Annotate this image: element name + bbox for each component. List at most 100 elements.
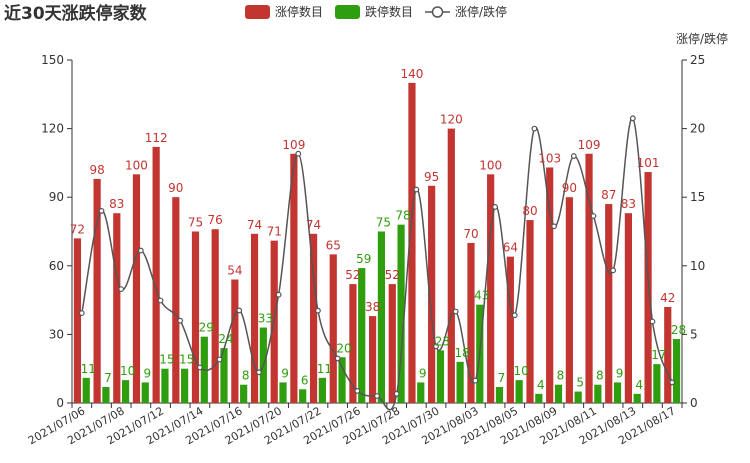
- data-label-limit-down: 11: [81, 362, 96, 376]
- bar-limit-down: [613, 382, 622, 403]
- data-label-limit-down: 24: [218, 332, 233, 346]
- ratio-line-point: [275, 291, 282, 298]
- y-right-tick-label: 5: [690, 327, 698, 341]
- ratio-line-point: [551, 223, 557, 230]
- ratio-line-point: [629, 115, 636, 122]
- bar-limit-down: [574, 391, 582, 403]
- bar-limit-down: [141, 382, 149, 403]
- ratio-line-point: [610, 267, 617, 274]
- data-label-limit-down: 7: [498, 371, 506, 385]
- data-label-limit-down: 15: [179, 353, 194, 367]
- data-label-limit-down: 10: [514, 364, 529, 378]
- bar-limit-up: [644, 172, 652, 403]
- data-label-limit-down: 15: [159, 353, 174, 367]
- ratio-line: [78, 115, 676, 411]
- ratio-line-point: [413, 186, 420, 193]
- legend-item[interactable]: 涨停数目: [245, 4, 323, 19]
- data-label-limit-down: 17: [651, 348, 666, 362]
- bar-limit-up: [152, 146, 160, 404]
- ratio-line-point: [216, 356, 223, 363]
- ratio-line-point: [669, 379, 676, 386]
- bar-limit-up: [546, 167, 554, 403]
- legend-label: 跌停数目: [365, 4, 413, 19]
- data-label-limit-up: 90: [168, 181, 183, 195]
- bar-limit-down: [279, 382, 287, 403]
- bar-limit-up: [506, 256, 514, 403]
- bar-limit-up: [113, 213, 121, 403]
- data-label-limit-down: 7: [104, 371, 112, 385]
- bar-limit-down: [417, 382, 425, 403]
- ratio-line-point: [393, 390, 400, 397]
- data-label-limit-down: 23: [435, 334, 450, 348]
- bar-limit-up: [388, 284, 396, 403]
- bar-limit-down: [318, 377, 326, 403]
- bar-limit-down: [495, 386, 504, 403]
- data-label-limit-up: 103: [538, 151, 561, 165]
- ratio-line-point: [295, 150, 302, 157]
- bar-limit-down: [653, 364, 661, 403]
- data-label-limit-down: 9: [281, 366, 289, 380]
- bar-limit-up: [487, 174, 495, 403]
- legend-label: 涨停/跌停: [455, 4, 507, 19]
- bar-limit-up: [93, 178, 101, 403]
- data-label-limit-down: 5: [576, 376, 584, 390]
- data-label-limit-up: 52: [385, 268, 400, 282]
- bar-limit-down: [377, 231, 385, 403]
- ratio-line-point: [452, 308, 459, 315]
- data-label-limit-up: 80: [522, 204, 537, 218]
- bar-limit-up: [73, 238, 82, 403]
- bar-limit-down: [397, 224, 405, 403]
- bar-limit-up: [132, 174, 141, 403]
- ratio-line-point: [531, 125, 538, 132]
- ratio-line-point: [433, 343, 439, 350]
- legend[interactable]: 涨停数目 跌停数目 涨停/跌停: [245, 4, 507, 19]
- y-left-tick-label: 0: [56, 396, 64, 410]
- data-label-limit-down: 8: [596, 369, 604, 383]
- bar-limit-down: [102, 386, 110, 403]
- ratio-line-point: [236, 307, 243, 314]
- y-left-tick-label: 60: [49, 259, 64, 273]
- bar-limit-up: [408, 82, 416, 403]
- ratio-line-point: [511, 312, 518, 319]
- axes: 03060901201500510152025涨停/跌停2021/07/0620…: [26, 31, 728, 447]
- ratio-line-point: [78, 310, 85, 317]
- ratio-line-point: [590, 213, 597, 219]
- bar-limit-down: [358, 268, 366, 403]
- bar-limit-up: [172, 197, 180, 403]
- bar-limit-down: [338, 357, 346, 403]
- bar-limit-up: [211, 229, 219, 403]
- data-label-limit-up: 98: [89, 163, 104, 177]
- data-label-limit-up: 70: [463, 227, 478, 241]
- y-right-tick-label: 25: [690, 53, 705, 67]
- legend-swatch-circle: [431, 6, 444, 18]
- data-label-limit-up: 38: [365, 300, 380, 314]
- data-label-limit-down: 4: [537, 378, 545, 392]
- bar-limit-down: [633, 393, 641, 403]
- data-label-limit-up: 72: [70, 222, 85, 236]
- data-label-limit-down: 18: [454, 346, 469, 360]
- bar-limit-up: [624, 213, 633, 403]
- bar-limit-up: [231, 279, 239, 403]
- data-label-limit-up: 75: [188, 216, 203, 230]
- data-label-limit-down: 29: [199, 321, 214, 335]
- data-label-limit-up: 109: [282, 138, 305, 152]
- data-label-limit-up: 71: [267, 225, 282, 239]
- data-label-limit-up: 140: [401, 67, 424, 81]
- y-left-tick-label: 120: [41, 122, 64, 136]
- data-labels: 7211987831010091121590157529762454874337…: [70, 67, 686, 392]
- legend-item[interactable]: 涨停/跌停: [425, 4, 507, 19]
- data-label-limit-down: 9: [616, 366, 624, 380]
- bar-limit-down: [240, 384, 248, 403]
- bar-limit-up: [250, 233, 259, 403]
- data-label-limit-up: 83: [109, 197, 124, 211]
- bar-limit-up: [369, 316, 377, 403]
- ratio-line-point: [177, 317, 184, 324]
- data-label-limit-up: 90: [562, 181, 577, 195]
- ratio-line-point: [492, 204, 498, 210]
- data-label-limit-up: 100: [125, 158, 148, 172]
- legend-item[interactable]: 跌停数目: [335, 4, 413, 19]
- bar-limit-down: [121, 380, 130, 403]
- data-label-limit-down: 33: [258, 312, 273, 326]
- bar-limit-down: [82, 377, 90, 403]
